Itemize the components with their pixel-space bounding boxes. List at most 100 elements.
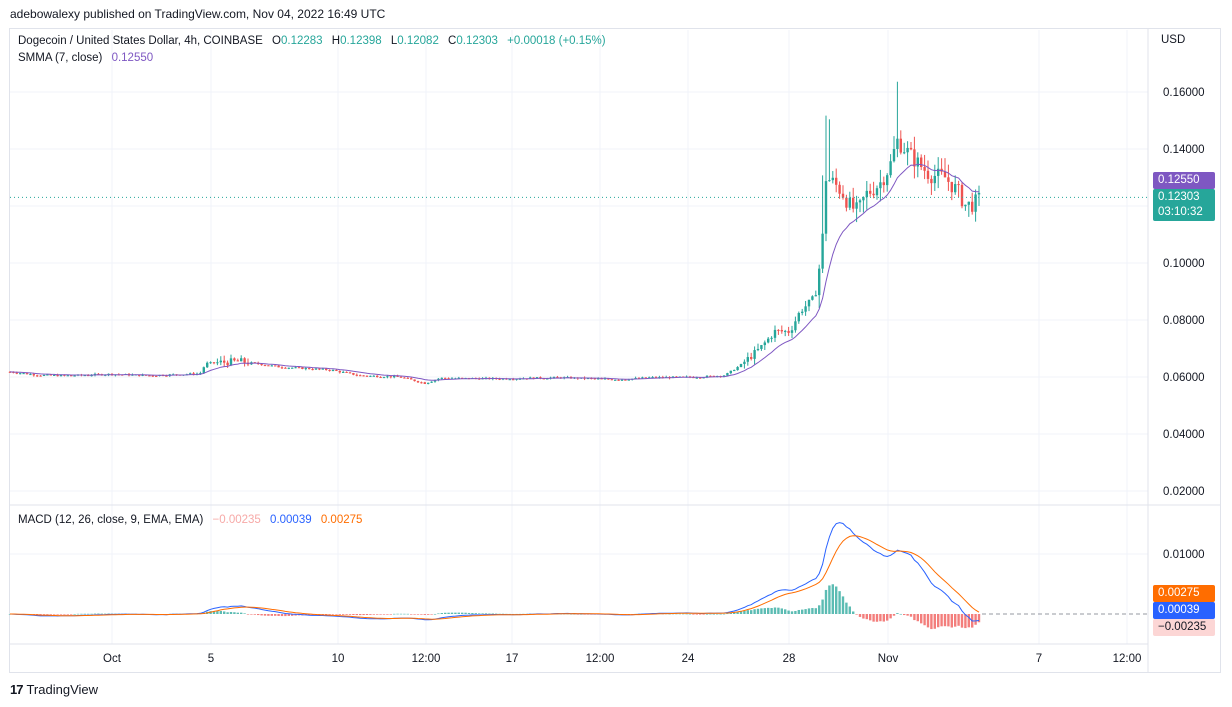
macd-histogram [8, 584, 981, 630]
candle-body [787, 330, 790, 333]
candle-body [835, 177, 838, 185]
candle-body [644, 377, 647, 379]
candle-body [614, 379, 617, 381]
histogram-bar [685, 613, 688, 615]
candle-body [338, 370, 341, 373]
histogram-bar [835, 586, 838, 614]
candle-body [954, 184, 957, 193]
histogram-bar [49, 614, 52, 615]
candle-body [212, 362, 216, 364]
macd-legend[interactable]: MACD (12, 26, close, 9, EMA, EMA) −0.002… [18, 514, 362, 526]
histogram-bar [862, 614, 865, 619]
histogram-bar [229, 611, 233, 614]
histogram-bar [712, 613, 715, 615]
smma-legend[interactable]: SMMA (7, close) 0.12550 [18, 52, 153, 64]
histogram-bar [474, 613, 477, 614]
candle-body [750, 357, 753, 359]
tradingview-logo-icon: 17 [10, 682, 24, 697]
histogram-bar [947, 614, 950, 627]
candle-body [25, 373, 29, 375]
candle-body [651, 377, 654, 379]
histogram-bar [450, 612, 454, 614]
candle-body [930, 178, 933, 184]
histogram-bar [729, 612, 732, 614]
candle-body [913, 149, 916, 167]
histogram-bar [478, 613, 481, 614]
histogram-bar [954, 614, 957, 627]
histogram-bar [423, 614, 426, 615]
candle-body [297, 367, 301, 369]
histogram-bar [403, 613, 406, 615]
candle-body [763, 342, 766, 346]
price-tick-label: 0.08000 [1163, 315, 1205, 327]
histogram-bar [746, 610, 749, 614]
histogram-bar [46, 614, 49, 615]
histogram-bar [760, 608, 763, 614]
candle-countdown-tag: 03:10:32 [1153, 204, 1215, 221]
histogram-bar [831, 584, 834, 614]
candle-body [556, 376, 559, 378]
candle-body [42, 375, 46, 377]
histogram-bar [393, 613, 396, 615]
time-tick-label: 24 [682, 653, 695, 665]
histogram-bar [107, 613, 110, 615]
histogram-bar [36, 614, 39, 615]
candle-body [66, 375, 69, 377]
histogram-bar [801, 609, 804, 614]
histogram-bar [355, 614, 358, 616]
candle-body [372, 375, 375, 377]
candle-body [216, 362, 219, 364]
candle-body [420, 382, 423, 384]
histogram-bar [246, 614, 250, 615]
candle-body [355, 374, 358, 376]
candle-body [389, 376, 392, 378]
histogram-bar [913, 614, 916, 621]
histogram-bar [960, 614, 964, 628]
histogram-bar [909, 614, 913, 617]
candle-body [593, 378, 596, 380]
macd-tick-label: 0.01000 [1163, 549, 1205, 561]
histogram-bar [777, 607, 780, 614]
histogram-bar [841, 596, 845, 614]
histogram-bar [56, 614, 59, 615]
time-tick-label: 28 [783, 653, 796, 665]
histogram-bar [233, 612, 236, 614]
symbol-legend[interactable]: Dogecoin / United States Dollar, 4h, COI… [18, 35, 606, 47]
tradingview-logo[interactable]: 17 TradingView [10, 682, 98, 697]
histogram-bar [226, 612, 229, 614]
histogram-bar [773, 607, 777, 614]
candle-body [852, 197, 855, 209]
histogram-bar [719, 613, 722, 615]
candle-body [277, 365, 280, 368]
histogram-bar [804, 609, 807, 614]
candle-body [83, 375, 86, 377]
histogram-bar [66, 614, 69, 615]
candle-body [403, 377, 406, 379]
candle-body [46, 374, 49, 376]
histogram-bar [923, 614, 926, 626]
candle-body [896, 138, 899, 149]
candle-body [318, 368, 321, 370]
candle-body [19, 373, 22, 375]
candle-body [423, 382, 426, 384]
histogram-bar [396, 613, 399, 615]
candle-body [624, 379, 627, 381]
change-value: +0.00018 (+0.15%) [507, 35, 606, 47]
histogram-bar [845, 602, 848, 614]
smma-label: SMMA (7, close) [18, 52, 103, 64]
histogram-bar [682, 613, 685, 615]
histogram-bar [212, 610, 216, 614]
candle-body [746, 357, 749, 362]
histogram-bar [675, 613, 678, 615]
candle-body [933, 175, 936, 184]
candle-body [202, 367, 205, 373]
candle-body [331, 370, 335, 372]
candle-body [726, 373, 729, 376]
histogram-bar [70, 614, 73, 615]
candle-body [739, 364, 743, 368]
candle-body [804, 306, 807, 312]
histogram-bar [267, 614, 270, 616]
histogram-bar [284, 614, 287, 617]
histogram-bar [287, 614, 290, 616]
